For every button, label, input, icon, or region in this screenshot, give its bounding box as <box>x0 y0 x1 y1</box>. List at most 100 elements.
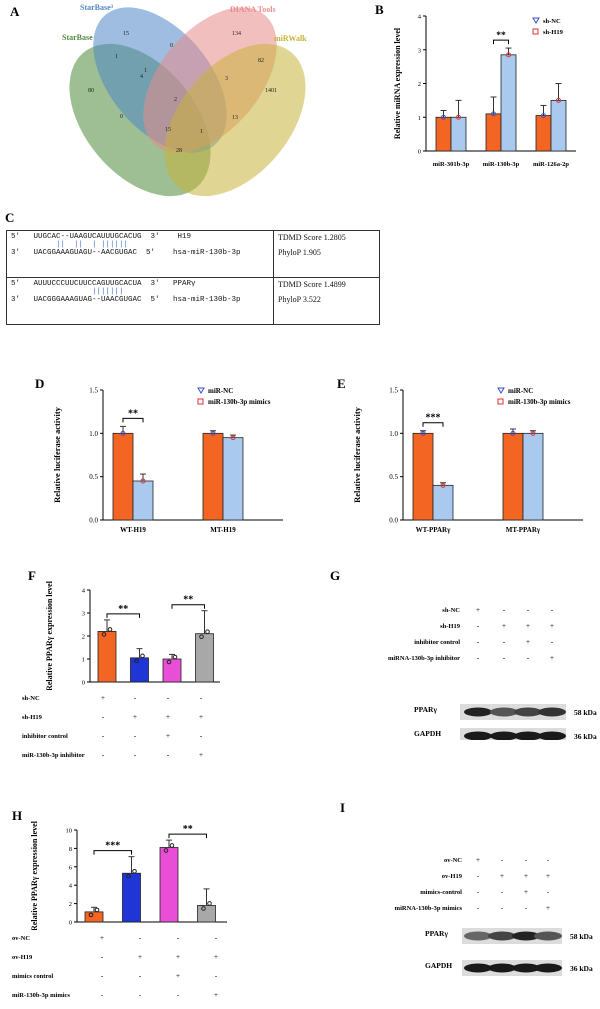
condition-sign: - <box>139 990 142 999</box>
y-axis-label: Relative miRNA expression level <box>393 27 402 139</box>
condition-sign: + <box>138 952 142 961</box>
venn-count: 15 <box>165 127 171 133</box>
condition-sign: - <box>134 750 137 759</box>
condition-label: inhibitor control <box>22 733 68 740</box>
bar-miR-NC <box>412 432 434 521</box>
blot-band <box>534 931 562 941</box>
bar-sh-H19 <box>500 54 517 152</box>
blot-condition-sign: + <box>550 653 554 662</box>
blot-condition-sign: - <box>527 605 530 614</box>
western-blot-g: sh-NC + - - - sh-H19 - + + + inhibitor control - - + -… <box>388 605 597 740</box>
band-size: 58 kDa <box>570 932 593 941</box>
blot-condition-sign: + <box>502 621 506 630</box>
y-tick-label: 1.5 <box>389 387 398 395</box>
bar-3 <box>159 847 179 923</box>
legend-label: miR-NC <box>508 387 533 395</box>
y-tick-label: 4 <box>82 588 86 595</box>
condition-sign: + <box>133 712 137 721</box>
y-tick-label: 8 <box>69 846 72 853</box>
band-size: 36 kDa <box>574 732 597 740</box>
significance-label: ** <box>183 824 193 835</box>
y-tick-label: 3 <box>82 611 85 618</box>
condition-sign: - <box>167 750 170 759</box>
condition-sign: - <box>177 990 180 999</box>
data-point <box>210 430 216 436</box>
condition-label: ov-H19 <box>12 954 33 961</box>
venn-count: 15 <box>123 31 129 37</box>
legend-label: miR-NC <box>208 387 233 395</box>
legend-label: sh-NC <box>543 18 561 25</box>
venn-count: 3 <box>225 76 228 82</box>
blot-condition-sign: + <box>526 637 530 646</box>
data-point <box>541 113 546 119</box>
legend-marker <box>197 398 204 405</box>
panel-letter-c: C <box>5 210 15 225</box>
blot-condition-sign: + <box>546 871 550 880</box>
venn-diagram: StarBase StarBase³ DIANA Tools miRWalk 1… <box>62 3 307 197</box>
blot-band <box>488 931 516 941</box>
panel-letter-g: G <box>330 568 341 583</box>
blot-band <box>464 731 492 740</box>
phylop-score: PhyloP 3.522 <box>278 295 321 304</box>
y-tick-label: 4 <box>418 14 422 21</box>
data-point <box>163 848 169 853</box>
condition-sign: + <box>214 990 218 999</box>
condition-table-f: sh-NC + - - - sh-H19 - + + + inhibitor control - - + -… <box>22 693 203 759</box>
blot-band <box>488 963 516 973</box>
x-tick-label: WT-PPARγ <box>416 526 452 534</box>
blot-condition-sign: - <box>527 653 530 662</box>
blot-condition-sign: + <box>550 621 554 630</box>
y-tick-label: 1 <box>418 115 421 122</box>
condition-sign: - <box>102 750 105 759</box>
bar-sh-H19 <box>550 99 567 152</box>
venn-count: 82 <box>258 58 264 64</box>
y-tick-label: 0 <box>418 149 421 156</box>
blot-condition-sign: - <box>477 903 480 912</box>
blot-condition-label: inhibitor control <box>414 639 460 646</box>
y-tick-label: 0.0 <box>89 517 98 525</box>
blot-condition-sign: - <box>477 871 480 880</box>
condition-sign: + <box>199 750 203 759</box>
western-blot-i: ov-NC + - - - ov-H19 - + + + mimics-control - - + - miR… <box>395 855 593 976</box>
data-point <box>140 478 146 484</box>
panel-letter-a: A <box>10 4 20 19</box>
data-point <box>172 654 178 660</box>
condition-label: miR-130b-3p inhibitor <box>22 752 85 759</box>
venn-label-mirwalk: miRWalk <box>274 34 307 43</box>
tdmd-score: TDMD Score 1.4899 <box>278 280 346 289</box>
seq-line-target: 5' AUUUCCCUUCUUCCAGUUGCACUA 3' PPARγ <box>11 280 196 288</box>
bar-sh-NC <box>435 116 452 152</box>
band-name: GAPDH <box>414 729 441 738</box>
blot-band <box>464 707 492 717</box>
legend-label: sh-H19 <box>543 29 564 36</box>
blot-condition-sign: + <box>524 871 528 880</box>
y-axis-label: Relative PPARγ expression level <box>30 820 39 930</box>
venn-count: 1 <box>115 54 118 60</box>
blot-band <box>512 931 540 941</box>
significance-bracket <box>122 417 144 423</box>
blot-condition-label: sh-H19 <box>440 623 461 630</box>
condition-sign: - <box>167 693 170 702</box>
seq-pairing: || || | |||||| <box>11 241 129 249</box>
condition-label: miR-130b-3p mimics <box>12 992 70 999</box>
legend-marker <box>497 398 504 405</box>
blot-condition-sign: + <box>546 903 550 912</box>
venn-count: 80 <box>88 88 94 94</box>
significance-bracket <box>422 422 444 427</box>
y-tick-label: 4 <box>69 883 73 890</box>
condition-label: sh-NC <box>22 695 40 702</box>
y-tick-label: 0.0 <box>389 517 398 525</box>
band-size: 58 kDa <box>574 708 597 717</box>
legend-marker <box>497 387 505 394</box>
panel-letter-f: F <box>28 568 36 583</box>
band-size: 36 kDa <box>570 964 593 973</box>
condition-sign: - <box>101 971 104 980</box>
condition-label: ov-NC <box>12 935 30 942</box>
bar-miR-NC <box>502 432 524 521</box>
data-point <box>140 653 145 659</box>
data-point <box>199 634 204 640</box>
seq-line-mirna: 3' UACGGGAAAGUAG--UAACGUGAC 5' hsa-miR-1… <box>11 296 241 304</box>
y-tick-label: 0.5 <box>389 473 398 481</box>
significance-bracket <box>168 833 207 839</box>
y-tick-label: 2 <box>69 901 72 908</box>
